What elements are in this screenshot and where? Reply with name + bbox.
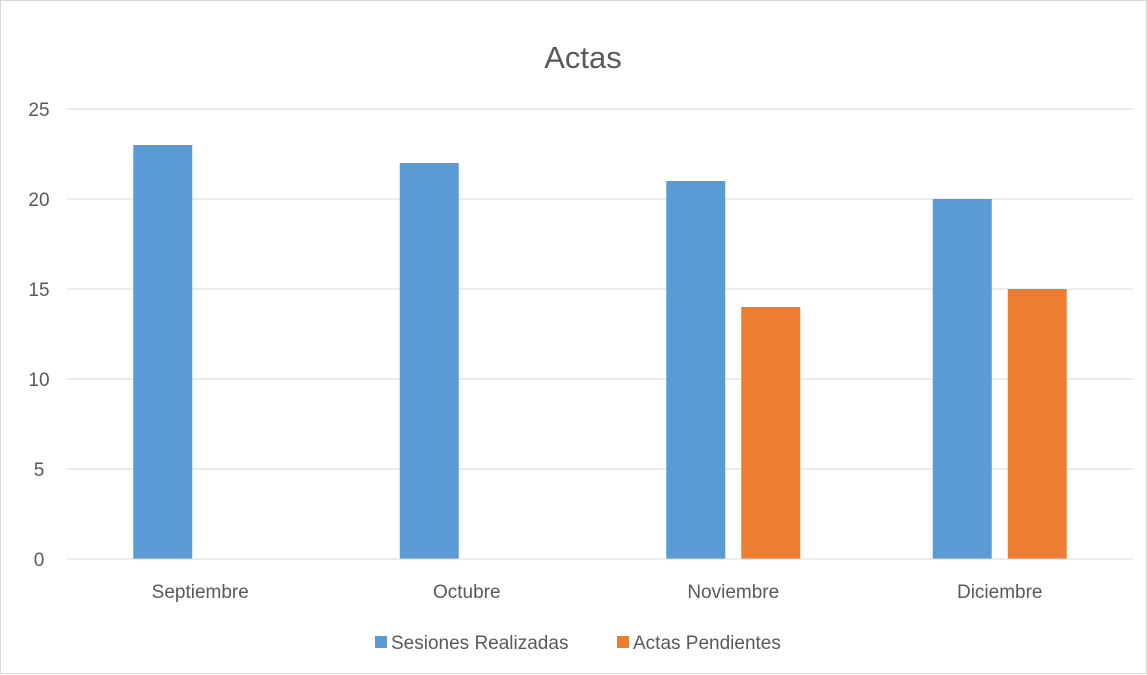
y-tick-label: 20 <box>28 190 49 211</box>
x-axis-ticks: Septiembre Octubre Noviembre Diciembre <box>152 582 1043 603</box>
legend: Sesiones Realizadas Actas Pendientes <box>375 633 781 654</box>
bar-actas-pendientes-diciembre <box>1007 289 1067 559</box>
legend-swatch <box>617 636 629 648</box>
bar-sesiones-realizadas-diciembre <box>932 199 992 559</box>
y-tick-label: 15 <box>28 280 49 301</box>
bar-actas-pendientes-noviembre <box>741 307 801 559</box>
x-tick-label: Noviembre <box>687 582 779 603</box>
bar-sesiones-realizadas-septiembre <box>133 145 193 559</box>
y-axis-ticks: 0 5 10 15 20 25 <box>28 100 49 571</box>
bars <box>67 145 1133 560</box>
x-tick-label: Diciembre <box>957 582 1043 603</box>
y-tick-label: 0 <box>34 550 45 571</box>
x-tick-label: Octubre <box>433 582 501 603</box>
legend-label: Actas Pendientes <box>633 633 781 654</box>
y-tick-label: 10 <box>28 370 49 391</box>
bar-sesiones-realizadas-noviembre <box>666 181 726 559</box>
x-tick-label: Septiembre <box>152 582 249 603</box>
bar-sesiones-realizadas-octubre <box>399 163 459 559</box>
legend-swatch <box>375 636 387 648</box>
legend-label: Sesiones Realizadas <box>391 633 568 654</box>
chart-title: Actas <box>544 40 622 75</box>
y-tick-label: 25 <box>28 100 49 121</box>
y-tick-label: 5 <box>34 460 45 481</box>
